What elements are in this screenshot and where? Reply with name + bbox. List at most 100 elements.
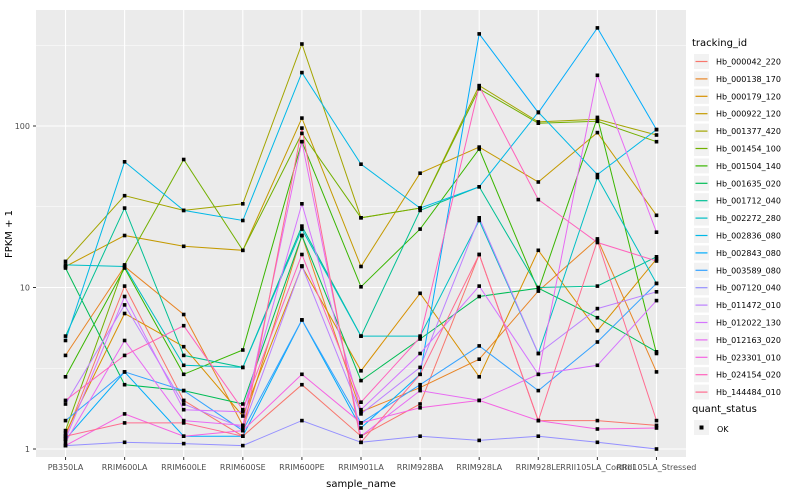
- data-point: [359, 378, 363, 383]
- legend-title-tracking-id: tracking_id: [692, 38, 747, 49]
- legend-label-Hb_023301_010: Hb_023301_010: [716, 353, 781, 362]
- data-point: [536, 418, 541, 423]
- legend-label-Hb_003589_080: Hb_003589_080: [716, 266, 781, 275]
- data-point: [418, 406, 422, 410]
- plot-panel: [36, 10, 686, 457]
- x-tick-label: RRIM600SE: [220, 463, 266, 472]
- data-point: [63, 338, 68, 343]
- legend-label-Hb_000179_120: Hb_000179_120: [716, 92, 781, 101]
- data-point: [595, 306, 600, 311]
- data-point: [595, 73, 600, 78]
- data-point: [477, 357, 481, 361]
- data-point: [418, 206, 422, 210]
- data-point: [122, 338, 127, 343]
- data-point: [122, 311, 127, 316]
- y-axis-title: FPKM + 1: [4, 210, 15, 258]
- data-point: [536, 110, 541, 115]
- legend-label-Hb_024154_020: Hb_024154_020: [716, 371, 781, 380]
- data-point: [477, 284, 481, 288]
- data-point: [300, 418, 304, 423]
- data-point: [181, 402, 186, 406]
- data-point: [181, 312, 186, 317]
- data-point: [359, 334, 363, 338]
- data-point: [63, 266, 68, 270]
- data-point: [536, 197, 541, 202]
- data-point: [241, 218, 245, 223]
- data-point: [418, 365, 422, 370]
- data-point: [122, 353, 127, 358]
- data-point: [477, 32, 481, 36]
- data-point: [359, 400, 363, 404]
- data-point: [477, 87, 481, 91]
- y-tick-label: 1: [25, 445, 30, 454]
- data-point: [63, 353, 68, 358]
- data-point: [300, 224, 304, 228]
- data-point: [241, 423, 245, 428]
- data-point: [595, 363, 600, 368]
- data-point: [181, 372, 186, 377]
- data-point: [418, 291, 422, 296]
- data-point: [477, 84, 481, 89]
- data-point: [181, 323, 186, 328]
- axes-layer: 1 10 100 PB350LA RRIM600LA RRIM600LE RRIM600SE…: [15, 122, 697, 472]
- data-point: [418, 385, 422, 390]
- data-point: [654, 447, 659, 451]
- x-tick-label: RRII105LA_Control: [560, 463, 634, 472]
- data-point: [418, 372, 422, 377]
- x-axis-title: sample_name: [326, 479, 396, 490]
- y-tick-label: 10: [20, 284, 30, 293]
- data-point: [595, 115, 600, 120]
- x-tick-label: RRIM901LA: [338, 463, 384, 472]
- x-tick-label: RRIM600LA: [102, 463, 148, 472]
- data-point: [122, 160, 127, 164]
- data-point: [122, 303, 127, 307]
- data-point: [300, 126, 304, 130]
- data-point: [181, 208, 186, 213]
- data-point: [418, 351, 422, 356]
- legend-label-Hb_000042_220: Hb_000042_220: [716, 58, 781, 67]
- data-point: [122, 206, 127, 210]
- data-point: [477, 398, 481, 403]
- x-tick-label: RRII105LA_Stressed: [617, 463, 697, 472]
- data-point: [241, 248, 245, 253]
- data-point: [536, 388, 541, 393]
- data-point: [300, 382, 304, 387]
- data-point: [122, 264, 127, 269]
- data-point: [181, 421, 186, 425]
- data-point: [241, 365, 245, 370]
- data-point: [63, 440, 68, 445]
- data-point: [418, 208, 422, 213]
- data-point: [595, 130, 600, 135]
- data-point: [63, 443, 68, 448]
- data-point: [63, 431, 68, 436]
- data-point: [536, 121, 541, 125]
- data-point: [418, 402, 422, 406]
- data-point: [595, 172, 600, 177]
- legend-key-quant-ok-point: [699, 425, 704, 430]
- data-point: [536, 180, 541, 184]
- data-point: [418, 434, 422, 438]
- data-point: [654, 281, 659, 286]
- data-point: [418, 382, 422, 387]
- data-point: [477, 145, 481, 149]
- data-point: [654, 298, 659, 303]
- legend-label-Hb_000922_120: Hb_000922_120: [716, 110, 781, 119]
- data-point: [595, 238, 600, 243]
- data-point: [536, 288, 541, 293]
- data-point: [359, 440, 363, 445]
- data-point: [654, 423, 659, 428]
- x-tick-label: RRIM928LA: [456, 463, 502, 472]
- legend-label-Hb_001712_040: Hb_001712_040: [716, 197, 781, 206]
- data-point: [595, 284, 600, 288]
- data-point: [418, 171, 422, 175]
- data-point: [63, 334, 68, 338]
- data-point: [300, 42, 304, 46]
- data-point: [595, 117, 600, 122]
- data-point: [418, 388, 422, 393]
- data-point: [181, 157, 186, 162]
- data-point: [300, 264, 304, 268]
- data-point: [654, 213, 659, 218]
- legend-label-Hb_001377_420: Hb_001377_420: [716, 127, 781, 136]
- data-point: [181, 363, 186, 368]
- data-point: [477, 218, 481, 223]
